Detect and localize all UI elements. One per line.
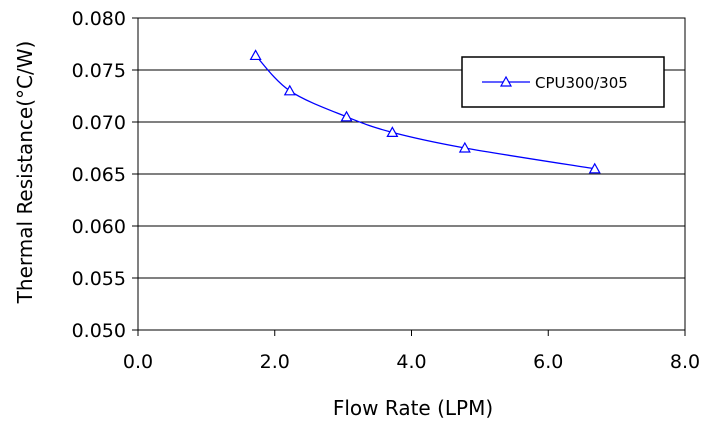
- data-point-triangle: [249, 49, 262, 61]
- y-tick-label: 0.070: [72, 112, 126, 134]
- legend: CPU300/305: [461, 56, 665, 108]
- data-point-triangle: [283, 84, 296, 96]
- y-tick-label: 0.065: [72, 164, 126, 186]
- x-tick-label: 6.0: [533, 351, 563, 373]
- tick-labels: 0.050 0.055 0.060 0.065 0.070 0.075 0.080 0.0 2.…: [72, 8, 701, 373]
- data-point-triangle: [588, 162, 601, 174]
- y-tick-label: 0.075: [72, 60, 126, 82]
- legend-marker-triangle: [499, 75, 513, 87]
- x-tick-label: 4.0: [396, 351, 426, 373]
- x-axis-title: Flow Rate (LPM): [333, 396, 493, 420]
- x-tick-label: 2.0: [260, 351, 290, 373]
- y-tick-label: 0.050: [72, 320, 126, 342]
- axes: [132, 17, 686, 336]
- legend-label: CPU300/305: [535, 74, 628, 92]
- data-point-triangle: [386, 126, 399, 137]
- y-axis-title: Thermal Resistance(°C/W): [13, 41, 37, 305]
- x-tick-label: 8.0: [670, 351, 700, 373]
- plot-border: [137, 17, 686, 331]
- series-layer: [249, 49, 601, 174]
- y-tick-label: 0.060: [72, 216, 126, 238]
- y-tick-label: 0.080: [72, 8, 126, 30]
- x-tick-label: 0.0: [123, 351, 153, 373]
- data-point-triangle: [340, 110, 353, 122]
- y-tick-label: 0.055: [72, 268, 126, 290]
- data-point-triangle: [458, 141, 471, 153]
